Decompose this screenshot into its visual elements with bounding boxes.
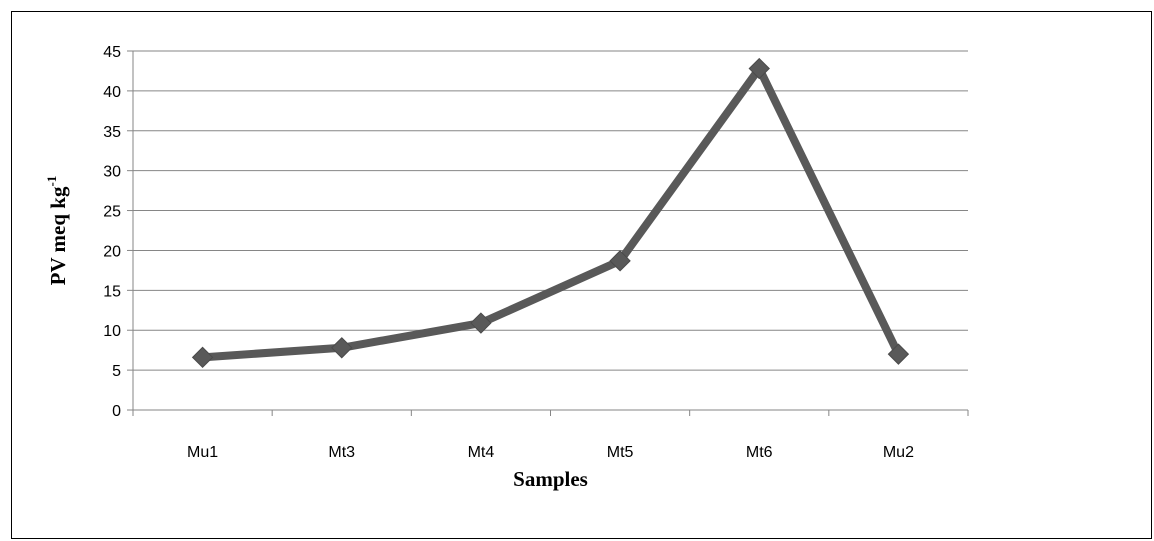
y-axis-title-text: PV meq kg xyxy=(46,186,70,285)
data-point-marker xyxy=(887,343,910,365)
x-tick-label: Mt6 xyxy=(746,444,773,461)
y-tick-label: 20 xyxy=(103,243,121,260)
y-tick-label: 25 xyxy=(103,204,121,221)
x-tick-label: Mt4 xyxy=(468,444,495,461)
series-line xyxy=(198,64,903,362)
x-tick-label: Mu1 xyxy=(187,444,218,461)
data-point-marker xyxy=(331,337,353,359)
y-tick-label: 0 xyxy=(112,403,121,420)
data-point-marker xyxy=(191,346,214,369)
series-line-path xyxy=(198,64,903,362)
gridlines xyxy=(133,50,968,371)
y-tick-label: 40 xyxy=(103,84,121,101)
y-axis-title-superscript: -1 xyxy=(44,176,59,187)
y-tick-label: 5 xyxy=(112,363,121,380)
series-markers xyxy=(191,57,910,369)
x-tick-label: Mu2 xyxy=(883,444,914,461)
x-tick-label: Mt3 xyxy=(328,444,355,461)
x-axis-title: Samples xyxy=(513,467,588,491)
data-point-marker xyxy=(748,57,770,80)
axes xyxy=(132,51,968,411)
y-tick-label: 45 xyxy=(103,44,121,61)
y-tick-label: 35 xyxy=(103,124,121,141)
y-axis-title: PV meq kg-1 xyxy=(44,176,70,286)
y-tick-label: 15 xyxy=(103,283,121,300)
x-axis-ticks: Mu1 Mt3 Mt4 Mt5 Mt6 Mu2 xyxy=(132,410,969,461)
x-tick-label: Mt5 xyxy=(607,444,634,461)
y-tick-label: 30 xyxy=(103,164,121,181)
y-axis-ticks: 0 5 10 15 20 25 30 35 40 45 xyxy=(103,44,133,420)
y-tick-label: 10 xyxy=(103,323,121,340)
data-point-marker xyxy=(609,250,631,272)
data-point-marker xyxy=(470,312,492,334)
